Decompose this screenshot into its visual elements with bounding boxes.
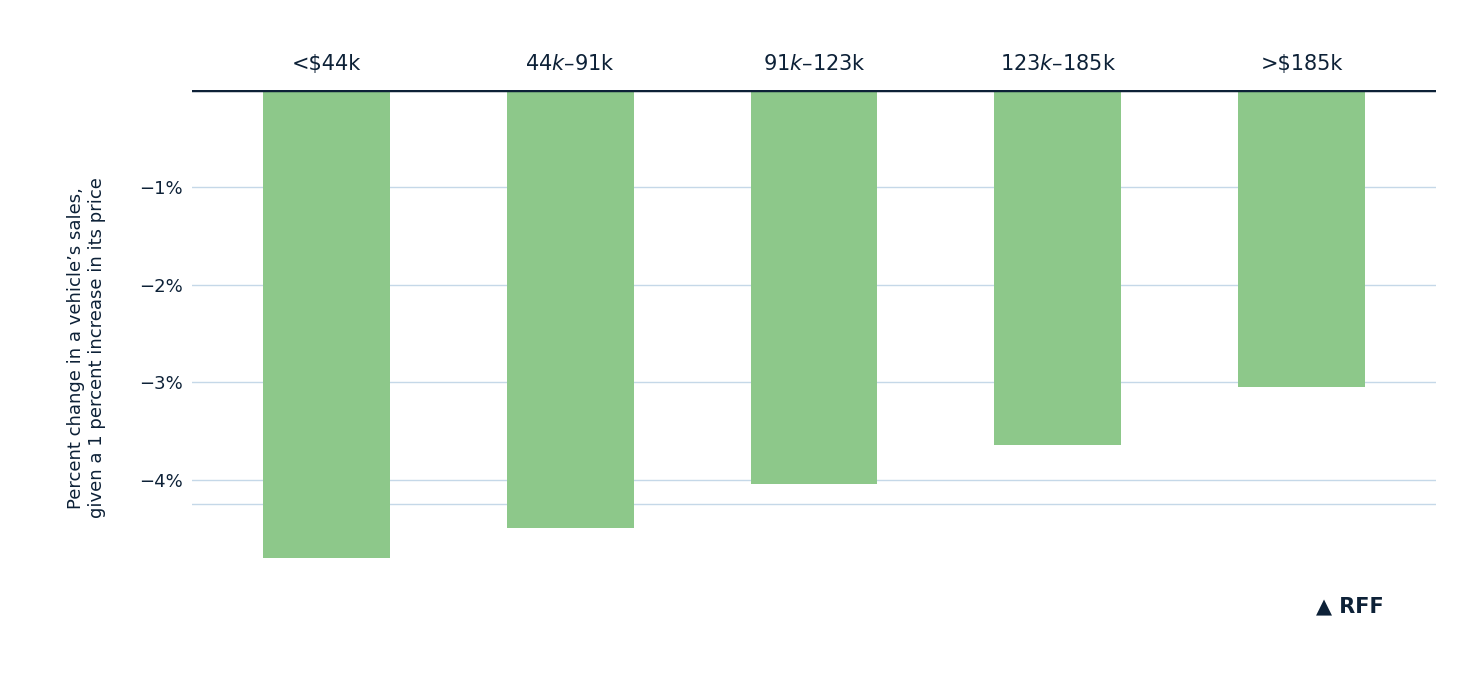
Bar xyxy=(506,90,633,528)
Text: Percent change in a vehicle’s sales,
given a 1 percent increase in its price: Percent change in a vehicle’s sales, giv… xyxy=(67,178,107,518)
Bar xyxy=(750,90,878,484)
Text: ▲ RFF: ▲ RFF xyxy=(1316,597,1384,617)
Bar xyxy=(263,90,389,557)
Bar xyxy=(1239,90,1365,387)
Bar xyxy=(995,90,1122,446)
